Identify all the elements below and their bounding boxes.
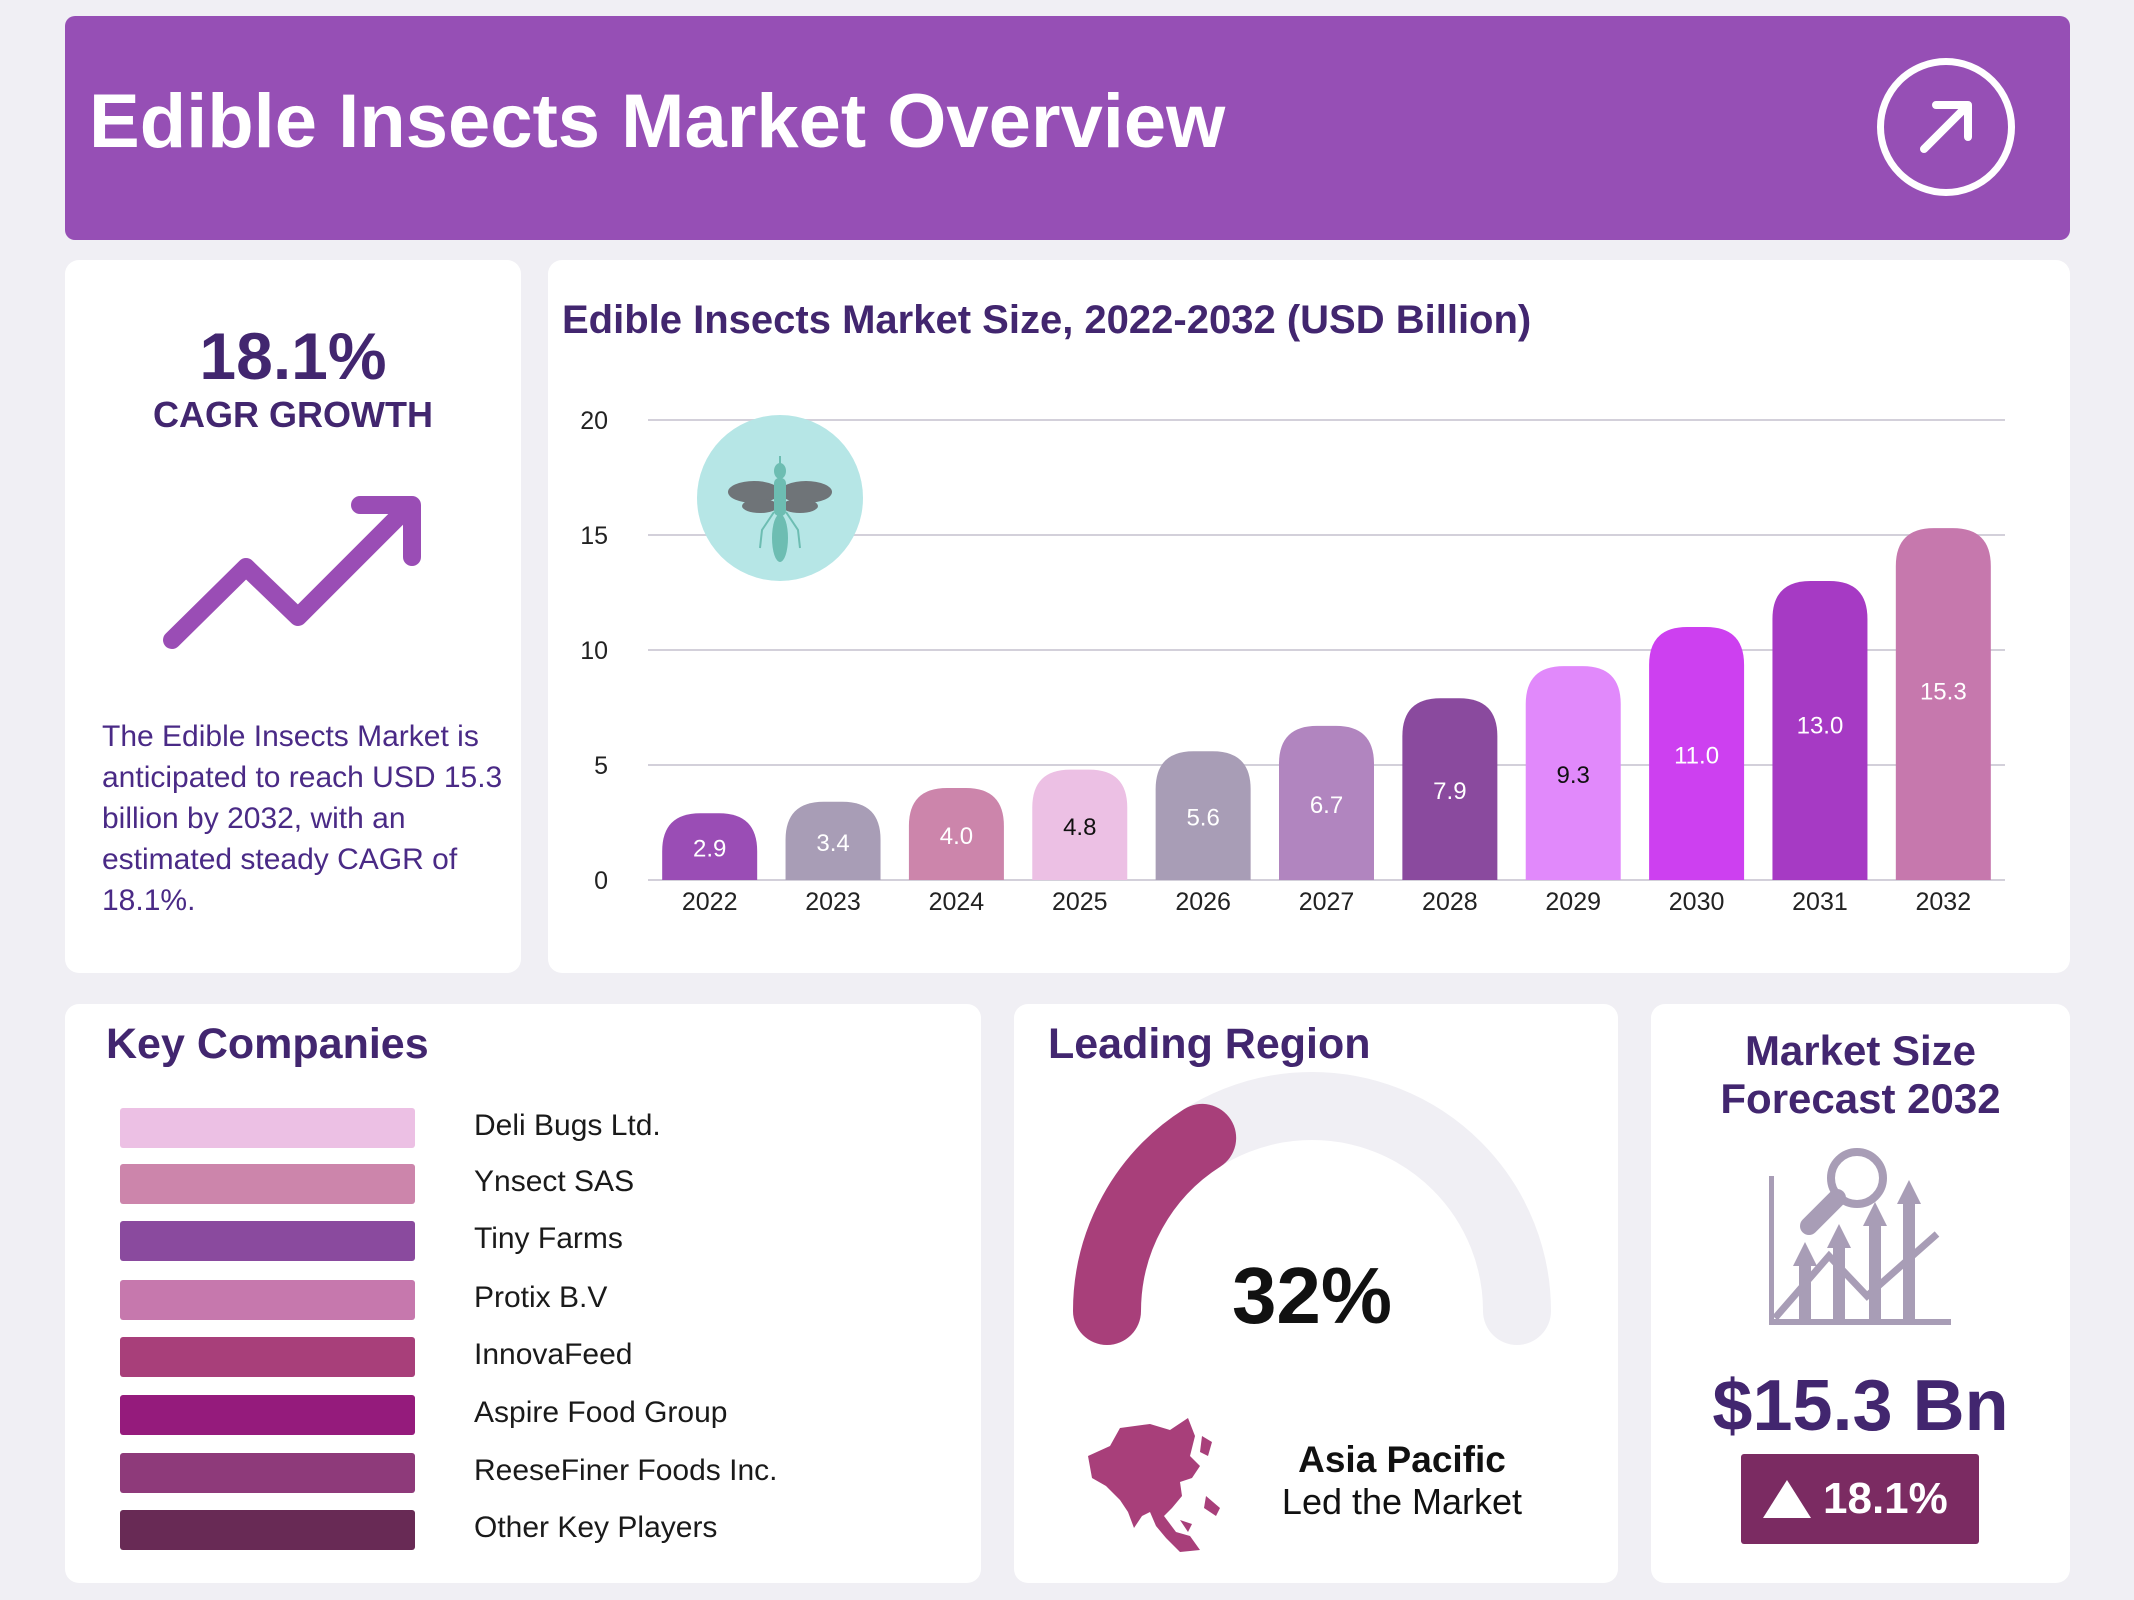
region-gauge [1073, 1072, 1551, 1345]
bar [1155, 751, 1251, 880]
company-color-swatch [120, 1164, 415, 1204]
x-tick-label: 2026 [1175, 888, 1231, 916]
chart-title: Edible Insects Market Size, 2022-2032 (U… [562, 298, 1532, 342]
bar [1525, 666, 1621, 880]
triangle-up-icon [1763, 1480, 1811, 1518]
company-name: Ynsect SAS [474, 1165, 635, 1198]
companies-title: Key Companies [106, 1020, 429, 1068]
bar-data-label: 15.3 [1920, 678, 1967, 705]
chart-magnifier-icon [1769, 1148, 1951, 1325]
y-tick-label: 0 [594, 867, 608, 895]
y-tick-label: 5 [594, 752, 608, 780]
cagr-label: CAGR GROWTH [153, 394, 433, 435]
bar-data-label: 3.4 [816, 830, 849, 857]
region-subtitle: Led the Market [1281, 1481, 1523, 1522]
bar [1402, 698, 1498, 880]
bar [785, 801, 881, 880]
cagr-value: 18.1% [199, 319, 387, 393]
company-color-swatch [120, 1337, 415, 1377]
company-name: Aspire Food Group [474, 1396, 728, 1429]
x-tick-label: 2031 [1792, 888, 1848, 916]
company-color-swatch [120, 1108, 415, 1148]
bar [1032, 769, 1128, 880]
y-tick-label: 10 [580, 637, 608, 665]
region-name: Asia Pacific [1298, 1439, 1506, 1480]
bar-data-label: 4.8 [1063, 814, 1096, 841]
x-tick-label: 2027 [1299, 888, 1355, 916]
company-color-swatch [120, 1221, 415, 1261]
company-name: Tiny Farms [474, 1222, 623, 1255]
x-tick-label: 2023 [805, 888, 861, 916]
forecast-title-1: Market Size [1744, 1027, 1977, 1074]
bar-data-label: 13.0 [1797, 713, 1844, 740]
x-tick-label: 2030 [1669, 888, 1725, 916]
bar-data-label: 11.0 [1674, 743, 1719, 770]
bar-data-label: 5.6 [1186, 805, 1219, 832]
company-name: Protix B.V [474, 1281, 608, 1314]
x-tick-label: 2028 [1422, 888, 1478, 916]
company-color-swatch [120, 1280, 415, 1320]
region-title: Leading Region [1048, 1020, 1371, 1068]
bar [1279, 725, 1374, 880]
gauge-fill [1073, 1103, 1237, 1345]
company-name: ReeseFiner Foods Inc. [474, 1454, 778, 1487]
growth-value: 18.1% [1823, 1474, 1948, 1523]
y-tick-label: 20 [580, 407, 608, 435]
asia-pacific-map-icon [1088, 1418, 1220, 1552]
bar-data-label: 9.3 [1557, 762, 1590, 789]
forecast-title-2: Forecast 2032 [1720, 1075, 2001, 1122]
company-color-swatch [120, 1395, 415, 1435]
forecast-card: Market Size Forecast 2032 $15.3 Bn 18.1% [1651, 1004, 2070, 1583]
arrow-up-right-icon[interactable] [1877, 58, 2015, 196]
bar [1649, 627, 1745, 880]
bar [908, 788, 1004, 880]
cagr-description: The Edible Insects Market is anticipated… [102, 720, 503, 917]
growth-badge: 18.1% [1741, 1454, 1979, 1544]
company-name: Other Key Players [474, 1511, 718, 1544]
page-title: Edible Insects Market Overview [89, 79, 1226, 164]
company-color-swatch [120, 1510, 415, 1550]
company-name: InnovaFeed [474, 1338, 633, 1371]
company-color-swatch [120, 1453, 415, 1493]
trend-up-arrow-icon [163, 496, 421, 649]
insect-icon [728, 456, 832, 562]
bar-data-label: 6.7 [1310, 792, 1343, 819]
bar-data-label: 2.9 [693, 836, 726, 863]
company-name: Deli Bugs Ltd. [474, 1109, 661, 1142]
region-share: 32% [1231, 1251, 1393, 1340]
cagr-card: 18.1% CAGR GROWTH The Edible Insects Mar… [65, 260, 521, 973]
bar-chart: 0 5 10 15 20 2.9 2022 3.4 2023 4.0 2024 4.8 2025 5.6 2… [580, 407, 2005, 916]
x-tick-label: 2032 [1916, 888, 1972, 916]
bar [662, 813, 758, 880]
x-tick-label: 2022 [682, 888, 738, 916]
y-tick-label: 15 [580, 522, 608, 550]
x-tick-label: 2025 [1052, 888, 1108, 916]
leading-region-card: Leading Region 32% Asia Pacific Led the … [1014, 1004, 1618, 1583]
forecast-value: $15.3 Bn [1712, 1366, 2009, 1446]
bar [1772, 581, 1868, 880]
x-tick-label: 2029 [1545, 888, 1601, 916]
x-tick-label: 2024 [929, 888, 985, 916]
bar-data-label: 7.9 [1433, 778, 1466, 805]
chart-card: 0 5 10 15 20 2.9 2022 3.4 2023 4.0 2024 4.8 2025 5.6 2… [548, 260, 2070, 973]
bar [1895, 528, 1991, 880]
bar-data-label: 4.0 [940, 823, 973, 850]
header-banner: Edible Insects Market Overview [65, 16, 2070, 240]
key-companies-card: Key Companies Deli Bugs Ltd. Ynsect SAS Ti… [65, 1004, 981, 1583]
